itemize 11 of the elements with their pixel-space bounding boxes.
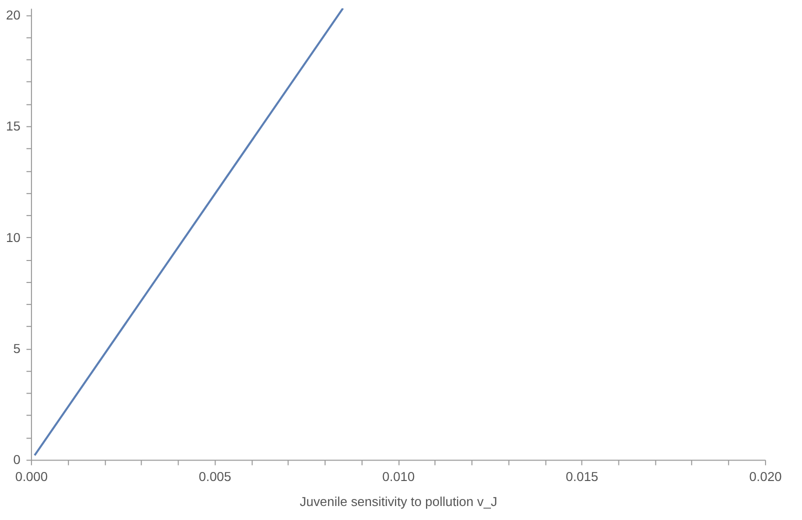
y-tick-label: 20 — [6, 7, 20, 22]
x-tick-label: 0.005 — [198, 469, 232, 484]
x-tick-label: 0.020 — [749, 469, 782, 484]
y-tick-label: 10 — [6, 230, 20, 245]
x-tick-label: 0.000 — [15, 469, 48, 484]
y-tick-label: 5 — [13, 341, 20, 356]
x-tick-label: 0.010 — [382, 469, 415, 484]
y-tick-label: 15 — [6, 118, 20, 134]
x-tick-label: 0.015 — [566, 469, 598, 484]
x-axis-title: Juvenile sensitivity to pollution v_J — [300, 494, 498, 510]
y-tick-label: 0 — [13, 452, 20, 468]
